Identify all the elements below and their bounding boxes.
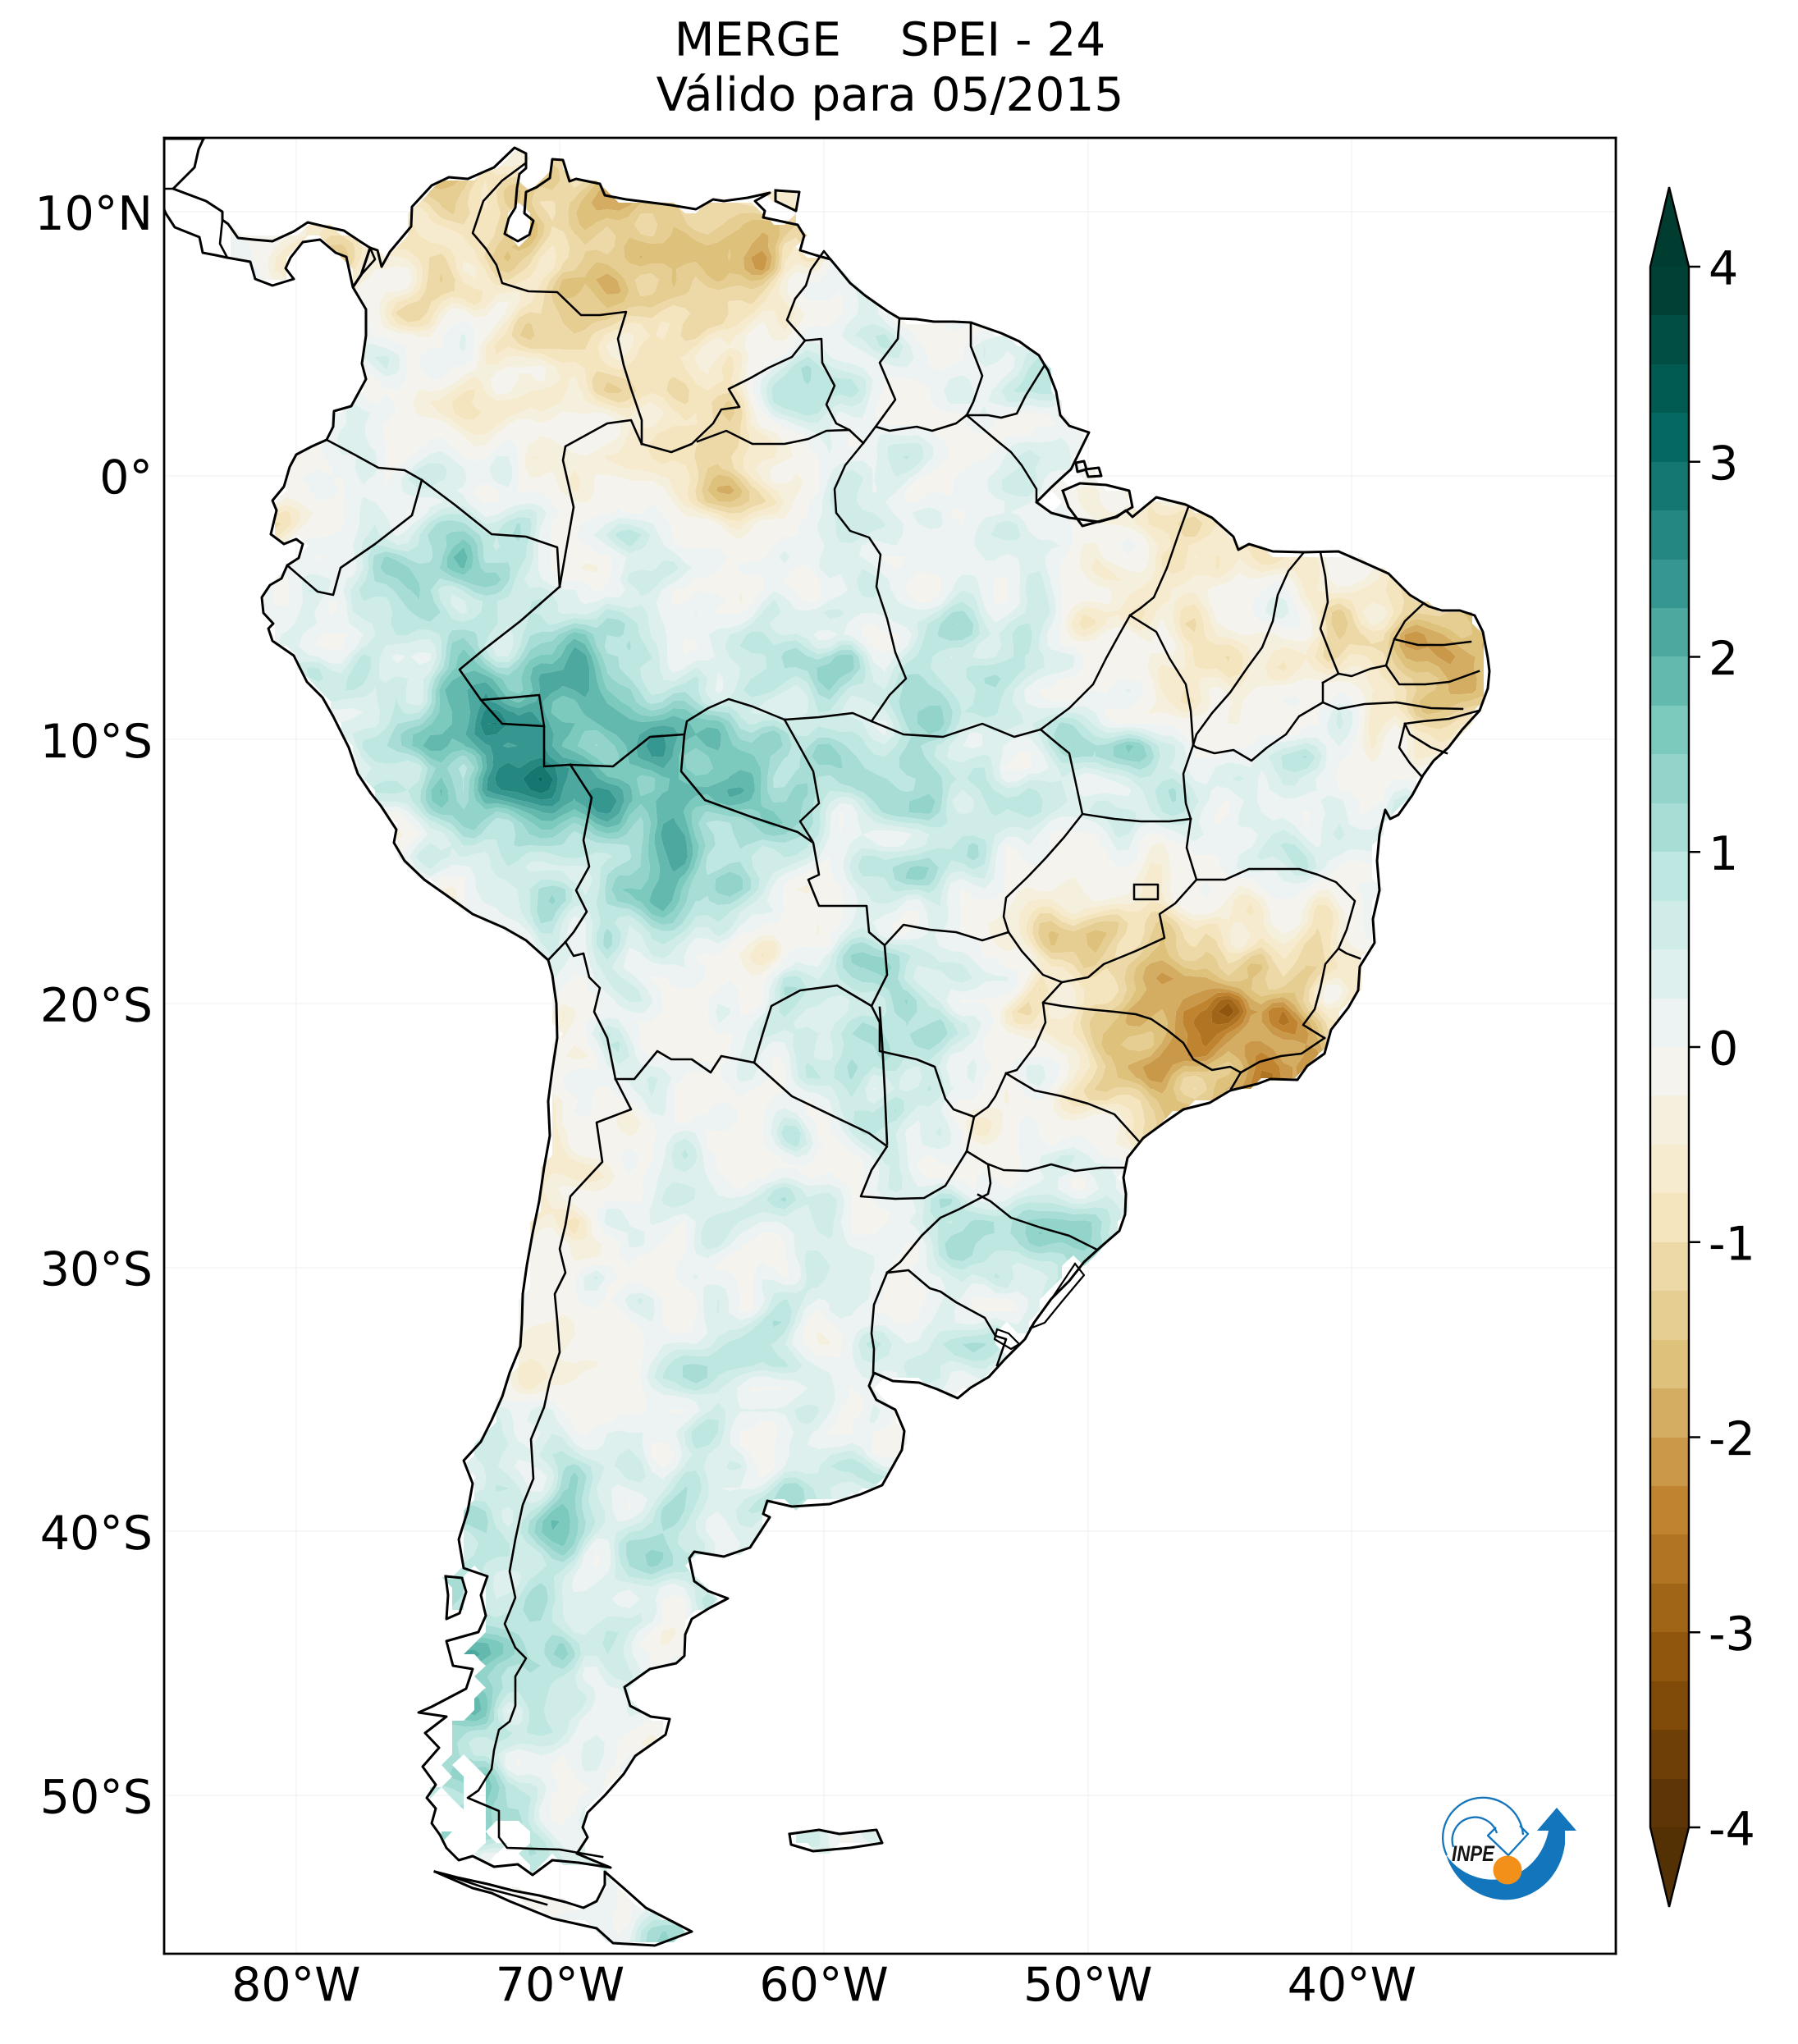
svg-text:INPE: INPE: [1452, 1841, 1495, 1866]
